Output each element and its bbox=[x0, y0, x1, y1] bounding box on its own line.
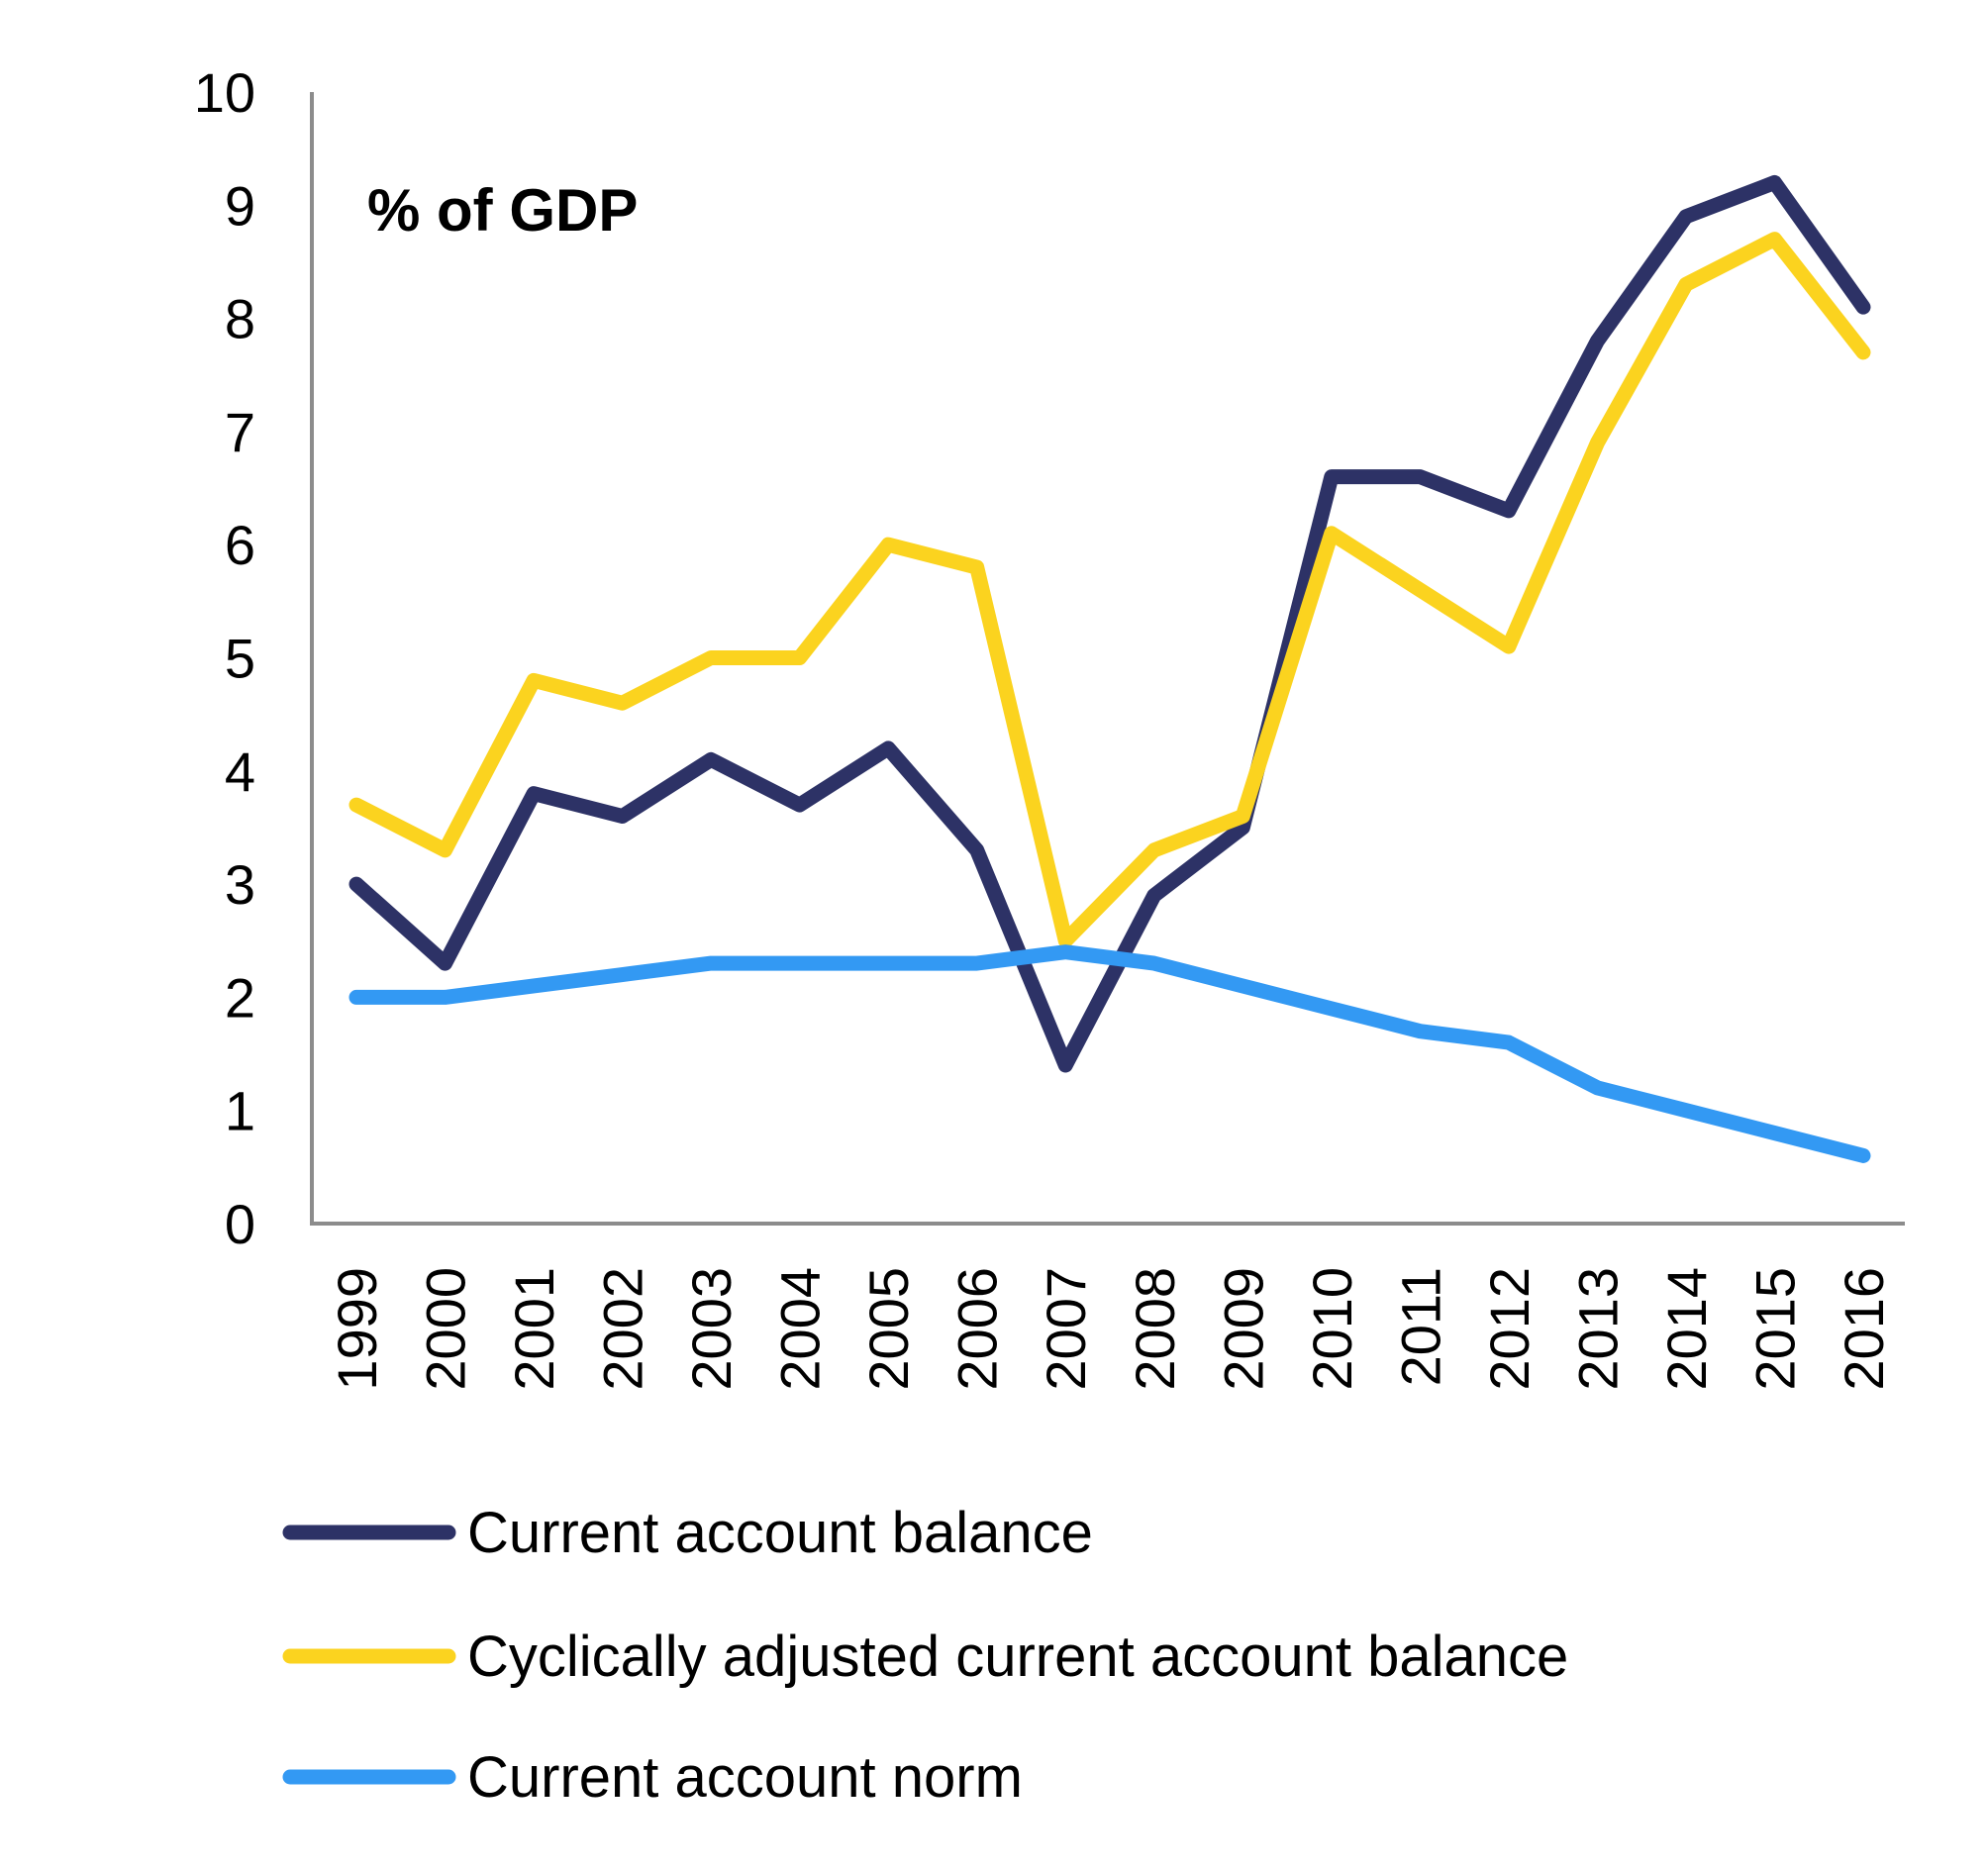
y-tick-label: 1 bbox=[225, 1080, 255, 1142]
x-tick-label: 2012 bbox=[1478, 1267, 1541, 1391]
x-tick-label: 2010 bbox=[1301, 1267, 1363, 1391]
x-tick-label: 2009 bbox=[1212, 1267, 1274, 1391]
y-tick-label: 5 bbox=[225, 628, 255, 690]
legend: Current account balance Cyclically adjust… bbox=[282, 1501, 1568, 1810]
x-tick-label: 2014 bbox=[1655, 1267, 1718, 1391]
y-tick-label: 8 bbox=[225, 288, 255, 350]
x-tick-label: 2002 bbox=[592, 1267, 654, 1391]
series-line-2 bbox=[348, 944, 1871, 1163]
x-tick-label: 2008 bbox=[1124, 1267, 1186, 1391]
x-tick-label: 2011 bbox=[1389, 1267, 1451, 1386]
legend-label: Current account norm bbox=[467, 1745, 1023, 1810]
x-tick-label: 2006 bbox=[946, 1267, 1009, 1391]
y-tick-label: 0 bbox=[225, 1193, 255, 1255]
x-tick-label: 1999 bbox=[326, 1267, 388, 1391]
x-tick-label: 2015 bbox=[1743, 1267, 1806, 1391]
y-tick-label: 6 bbox=[225, 514, 255, 576]
x-tick-label: 2001 bbox=[503, 1267, 565, 1391]
chart-title: % of GDP bbox=[367, 177, 638, 244]
x-tick-label: 2013 bbox=[1566, 1267, 1629, 1391]
x-tick-label: 2004 bbox=[769, 1267, 832, 1391]
y-tick-label: 7 bbox=[225, 401, 255, 463]
y-tick-label: 4 bbox=[225, 740, 255, 803]
x-tick-label: 2000 bbox=[415, 1267, 477, 1391]
y-tick-label: 9 bbox=[225, 174, 255, 237]
x-tick-label: 2005 bbox=[857, 1267, 920, 1391]
y-tick-label: 10 bbox=[194, 61, 255, 124]
legend-label: Cyclically adjusted current account bala… bbox=[467, 1625, 1568, 1689]
series-line-0 bbox=[348, 174, 1871, 1073]
legend-label: Current account balance bbox=[467, 1501, 1093, 1565]
x-tick-label: 2016 bbox=[1833, 1267, 1895, 1391]
series-line-1 bbox=[348, 232, 1871, 948]
x-tick-label: 2003 bbox=[680, 1267, 743, 1391]
y-tick-label: 3 bbox=[225, 853, 255, 916]
x-tick-label: 2007 bbox=[1035, 1267, 1097, 1391]
y-tick-label: 2 bbox=[225, 966, 255, 1029]
